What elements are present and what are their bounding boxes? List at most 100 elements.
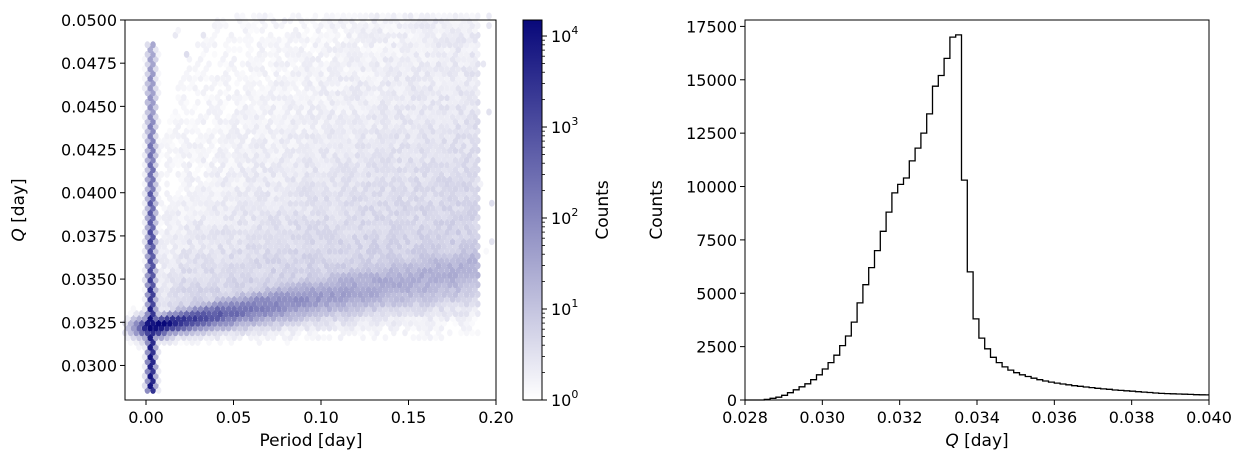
hexbin-cell (304, 151, 310, 159)
hexbin-cell (273, 300, 280, 308)
hexbin-cell (248, 286, 254, 294)
hexbin-cell (273, 146, 280, 154)
hexbin-cell (441, 271, 448, 279)
hexbin-cell (298, 142, 305, 150)
hexbin-cell (234, 329, 240, 337)
hexbin-cell (438, 266, 445, 274)
hexbin-cell (371, 36, 378, 44)
hexbin-cell (351, 50, 358, 58)
hexbin-cell (416, 113, 422, 121)
hexbin-cell (349, 228, 355, 236)
hexbin-cell (256, 89, 263, 97)
hexbin-cell (388, 286, 394, 294)
hexbin-cell (293, 170, 299, 178)
hexbin-cell (351, 300, 358, 308)
hexbin-cell (399, 295, 406, 303)
hexbin-cell (155, 386, 162, 394)
hexbin-cell (365, 199, 372, 207)
hexbin-cell (335, 271, 341, 279)
hexbin-cell (402, 98, 408, 106)
hexbin-cell (231, 113, 237, 121)
hexbin-cell (349, 113, 355, 121)
hexbin-cell (475, 12, 481, 20)
hexbin-cell (433, 26, 439, 34)
hexbin-cell (293, 103, 299, 111)
hexbin-cell (256, 41, 263, 49)
hexbin-cell (315, 295, 322, 303)
hexbin-cell (388, 36, 394, 44)
hexbin-cell (189, 252, 195, 260)
hexbin-cell (178, 271, 184, 279)
hexbin-cell (225, 190, 232, 198)
hexbin-cell (402, 281, 408, 289)
hexbin-cell (337, 305, 344, 313)
hexbin-cell (332, 65, 338, 73)
hexbin-cell (245, 185, 251, 193)
hexbin-cell (444, 286, 450, 294)
hexbin-cell (220, 190, 226, 198)
hexbin-cell (279, 185, 285, 193)
hexbin-cell (242, 170, 249, 178)
hexbin-cell (144, 89, 151, 97)
hexbin-cell (413, 50, 420, 58)
hexbin-cell (256, 118, 263, 126)
hexbin-cell (363, 98, 369, 106)
hexbin-cell (245, 223, 251, 231)
hexbin-cell (318, 89, 324, 97)
hexbin-cell (141, 122, 148, 130)
hexbin-cell (276, 46, 282, 54)
hexbin-cell (402, 60, 408, 68)
hexbin-cell (220, 247, 226, 255)
hexbin-cell (200, 252, 207, 260)
hexbin-cell (438, 286, 445, 294)
hexbin-cell (463, 70, 470, 78)
hexbin-cell (147, 103, 153, 111)
hexbin-cell (433, 36, 439, 44)
hexbin-cell (351, 70, 358, 78)
hexbin-cell (169, 324, 176, 332)
hexbin-cell (287, 199, 294, 207)
hexbin-cell (343, 276, 350, 284)
hexbin-cell (360, 247, 366, 255)
hexbin-cell (186, 180, 193, 188)
hexbin-cell (469, 79, 476, 87)
hexbin-cell (279, 204, 285, 212)
hexbin-cell (284, 50, 291, 58)
hexbin-cell (421, 190, 428, 198)
hexbin-cell (206, 214, 212, 222)
hexbin-cell (172, 118, 179, 126)
hexbin-cell (472, 132, 478, 140)
hexbin-cell (421, 238, 428, 246)
hexbin-cell (463, 127, 470, 135)
hexbin-cell (318, 252, 324, 260)
hexbin-cell (209, 286, 215, 294)
hexbin-cell (363, 156, 369, 164)
hexbin-cell (164, 305, 170, 313)
hexbin-cell (183, 70, 190, 78)
hexbin-cell (220, 132, 226, 140)
hexbin-cell (329, 118, 336, 126)
hexbin-cell (209, 314, 215, 322)
hexbin-cell (209, 94, 215, 102)
hexbin-cell (399, 84, 406, 92)
hexbin-cell (407, 41, 414, 49)
hexbin-cells (122, 12, 495, 394)
hexbin-cell (430, 271, 436, 279)
hexbin-cell (276, 190, 282, 198)
hexbin-cell (267, 175, 274, 183)
hexbin-cell (197, 151, 204, 159)
hexbin-cell (262, 70, 268, 78)
hexbin-cell (357, 214, 364, 222)
hexbin-cell (234, 70, 240, 78)
hexbin-cell (211, 194, 218, 202)
hexbin-cell (211, 79, 218, 87)
hexbin-cell (326, 122, 333, 130)
hexbin-cell (186, 122, 193, 130)
hexbin-cell (189, 79, 195, 87)
hexbin-cell (332, 142, 338, 150)
hexbin-cell (155, 185, 162, 193)
hexbin-cell (438, 199, 445, 207)
hexbin-cell (301, 175, 308, 183)
hexbin-cell (220, 151, 226, 159)
hexbin-cell (421, 26, 428, 34)
